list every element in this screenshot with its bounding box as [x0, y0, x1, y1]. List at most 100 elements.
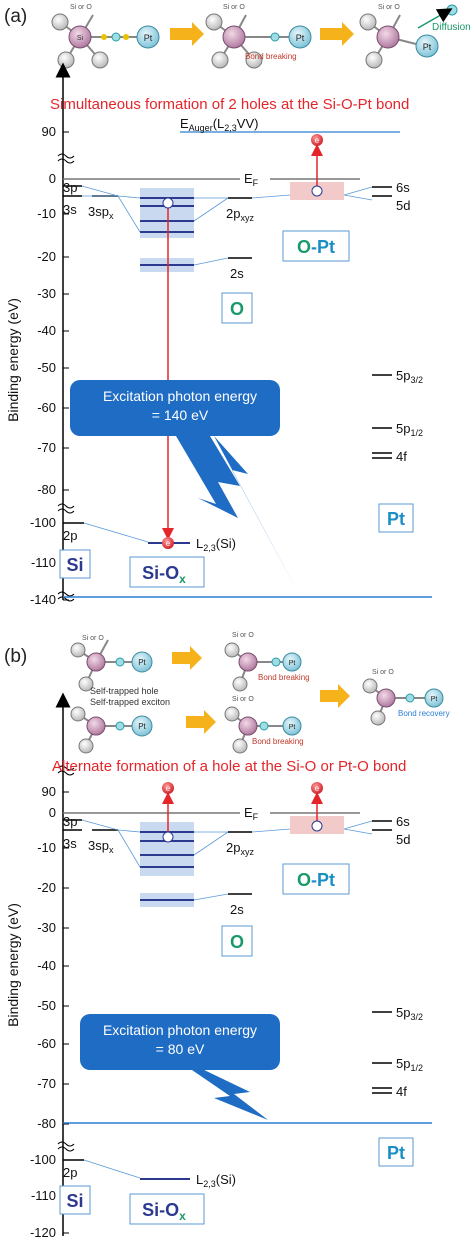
auger-label: EAuger(L2,3VV)	[180, 116, 258, 133]
hole-icon	[311, 820, 323, 832]
photon-label-a2: = 140 eV	[152, 407, 209, 423]
y-tick-label: 0	[49, 805, 56, 820]
level-6s-a: 6s	[396, 180, 410, 195]
siox-box-label-b: Si-Ox	[142, 1200, 186, 1223]
schematic-b-break2: Pt Si or O Bond breaking	[224, 696, 304, 754]
step-arrow-icon	[186, 710, 216, 734]
y-tick-label: -20	[37, 249, 56, 264]
level-3spx-a: 3spx	[88, 204, 114, 221]
y-tick-label: -60	[37, 1036, 56, 1051]
electron-icon	[162, 537, 174, 549]
photon-label-b2: = 80 eV	[156, 1041, 205, 1057]
y-tick-label: -110	[31, 1188, 56, 1203]
pt-box-label-b: Pt	[387, 1143, 405, 1163]
l23-label-a: L2,3(Si)	[196, 536, 236, 553]
panel-b: (b) Pt Si or O Self-trapped hole Self-tr…	[4, 632, 450, 1240]
self-trapped-hole-label: Self-trapped hole	[90, 686, 159, 696]
siox-box-label-a: Si-Ox	[142, 563, 186, 586]
pt-atom-label: Pt	[289, 724, 296, 731]
level-5p12-a: 5p1/2	[396, 421, 423, 438]
diffusion-label: Diffusion	[432, 22, 471, 33]
level-5p12-b: 5p1/2	[396, 1056, 423, 1073]
level-3s-b: 3s	[63, 836, 77, 851]
panel-a: (a) Si Pt Si or O	[4, 4, 471, 607]
pt-atom-label: Pt	[144, 33, 153, 43]
y-tick-label: -70	[37, 1076, 56, 1091]
schematic-b-exciton: Pt	[70, 706, 153, 754]
si-atom-label: Si	[77, 35, 84, 42]
bond-breaking-label: Bond breaking	[252, 737, 304, 746]
site-label: Si or O	[232, 632, 254, 639]
y-tick-label: -100	[30, 515, 56, 530]
photon-label-a1: Excitation photon energy	[103, 388, 257, 404]
o-box-b	[221, 925, 253, 957]
panel-a-label: (a)	[4, 6, 27, 27]
ef-label-a: EF	[244, 171, 259, 188]
bond-breaking-label: Bond breaking	[245, 52, 297, 61]
si-atom	[68, 25, 92, 49]
level-5d-a: 5d	[396, 198, 410, 213]
electron-symbol: e	[166, 539, 171, 548]
electron-symbol: e	[315, 784, 320, 793]
step-arrow-icon	[320, 22, 354, 46]
step-arrow-icon	[170, 22, 204, 46]
o-pt-box-a	[282, 230, 350, 262]
schematic-a-step2: Pt Si or O Bond breaking	[205, 4, 312, 69]
site-label: Si or O	[232, 696, 254, 703]
y-tick-label: -30	[37, 920, 56, 935]
y-tick-label: -80	[37, 482, 56, 497]
pt-box-label-a: Pt	[387, 509, 405, 529]
pt-atom-label: Pt	[296, 33, 305, 43]
o-box-a	[221, 292, 253, 324]
self-trapped-exciton-label: Self-trapped exciton	[90, 697, 170, 707]
level-3spx-b: 3spx	[88, 838, 114, 855]
level-4f-b: 4f	[396, 1084, 407, 1099]
level-4f-a: 4f	[396, 449, 407, 464]
schematic-b-recovery: Pt Si or O Bond recovery	[362, 669, 450, 726]
photon-callout-a	[70, 380, 280, 518]
y-ticks-a: 90 0 -10 -20 -30 -40 -50 -60 -70 -80 -100 -110 -140	[30, 124, 69, 607]
o-pt-box-label-b: O-Pt	[297, 870, 335, 890]
y-tick-label: 0	[49, 171, 56, 186]
y-tick-label: -80	[37, 1116, 56, 1131]
bond-recovery-label: Bond recovery	[398, 709, 450, 718]
y-tick-label: -50	[37, 998, 56, 1013]
step-arrow-icon	[320, 684, 350, 708]
level-5p32-a: 5p3/2	[396, 368, 423, 385]
level-5p32-b: 5p3/2	[396, 1005, 423, 1022]
photon-label-b1: Excitation photon energy	[103, 1022, 257, 1038]
l23-label-b: L2,3(Si)	[196, 1172, 236, 1189]
step-arrow-icon	[172, 646, 202, 670]
level-3p-a: 3p	[63, 180, 77, 195]
o-box-label-b: O	[230, 932, 244, 952]
y-axis-title-b: Binding energy (eV)	[5, 903, 21, 1027]
ligand-atom	[57, 51, 75, 69]
y-tick-label: -50	[37, 360, 56, 375]
headline-b: Alternate formation of a hole at the Si-…	[52, 758, 406, 775]
pt-atom-label: Pt	[138, 658, 146, 667]
site-label: Si or O	[378, 4, 400, 11]
pt-atom-label: Pt	[289, 660, 296, 667]
y-tick-label: -30	[37, 286, 56, 301]
level-2pxyz-b: 2pxyz	[226, 840, 254, 857]
y-tick-label: -140	[30, 592, 56, 607]
si-box-label-a: Si	[66, 555, 83, 575]
o-valence-band	[140, 188, 194, 238]
site-label: Si or O	[70, 4, 92, 11]
level-2p-b: 2p	[63, 1165, 77, 1180]
pt-atom-label: Pt	[138, 722, 146, 731]
level-2p-a: 2p	[63, 528, 77, 543]
si-box-b	[59, 1185, 91, 1215]
pt-atom-label: Pt	[423, 42, 432, 52]
y-axis-title-a: Binding energy (eV)	[5, 298, 21, 422]
y-tick-label: -120	[30, 1225, 56, 1240]
siox-box-b	[129, 1193, 205, 1225]
ef-label-b: EF	[244, 805, 259, 822]
y-ticks-b: 90 0 -10 -20 -30 -40 -50 -60 -70 -80 -100 -110 -120	[30, 784, 69, 1240]
axis-break-mark	[57, 765, 75, 776]
axis-break-mark	[57, 591, 75, 602]
ligand-atom	[91, 51, 109, 69]
o-pt-box-label-a: O-Pt	[297, 237, 335, 257]
ligand-atom	[51, 13, 69, 31]
